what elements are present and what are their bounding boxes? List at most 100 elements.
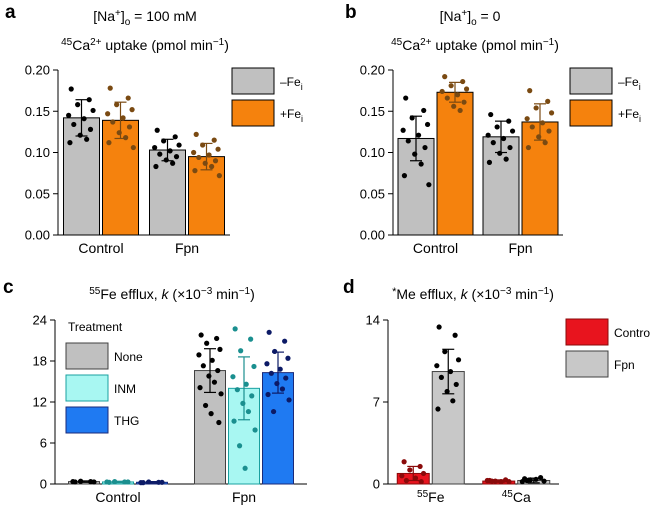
data-point xyxy=(418,479,424,485)
data-point xyxy=(436,324,442,330)
data-point xyxy=(90,107,96,114)
y-tick-label: 0.00 xyxy=(360,228,385,243)
data-point xyxy=(452,332,458,338)
data-point xyxy=(112,479,118,485)
data-point xyxy=(243,381,249,387)
legend-label: +Fei xyxy=(280,107,303,124)
data-point xyxy=(450,398,456,404)
y-tick-label: 0.10 xyxy=(360,145,385,160)
data-point xyxy=(407,467,413,473)
data-point xyxy=(524,116,530,122)
panel-subtitle: 45Ca2+ uptake (pmol min−1) xyxy=(61,37,229,53)
data-point xyxy=(202,402,209,409)
data-point xyxy=(444,95,450,101)
data-point xyxy=(231,418,237,424)
legend-title: Treatment xyxy=(68,320,123,334)
y-tick-label: 12 xyxy=(33,395,47,410)
y-tick-label: 0 xyxy=(373,477,380,492)
data-point xyxy=(418,161,424,167)
data-point xyxy=(86,97,92,103)
data-point xyxy=(529,124,535,130)
data-point xyxy=(157,151,163,157)
data-point xyxy=(249,393,255,399)
data-point xyxy=(196,154,202,161)
legend-label: Control xyxy=(614,326,650,340)
data-point xyxy=(238,348,244,354)
legend-label: Fpn xyxy=(614,358,635,372)
legend: Treatment None INM THG xyxy=(65,320,143,434)
data-point xyxy=(461,99,467,105)
panel-letter: c xyxy=(3,277,14,298)
data-point xyxy=(245,408,252,415)
data-point xyxy=(399,473,405,479)
data-point xyxy=(405,138,411,144)
data-point xyxy=(120,115,126,121)
data-point xyxy=(209,163,215,170)
data-point xyxy=(232,326,238,332)
data-point xyxy=(447,368,454,375)
data-point xyxy=(282,338,288,344)
data-point xyxy=(173,154,180,160)
data-point xyxy=(125,479,131,485)
legend: –Fei +Fei xyxy=(569,67,641,127)
data-point xyxy=(197,385,203,391)
legend: –Fei +Fei xyxy=(231,67,303,127)
legend-swatch xyxy=(565,318,609,346)
data-point xyxy=(453,381,459,388)
data-point xyxy=(208,411,214,417)
legend-label: –Fei xyxy=(618,75,641,92)
data-point xyxy=(234,387,240,393)
data-point xyxy=(497,150,503,156)
data-point xyxy=(242,465,248,471)
x-tick-label: Fpn xyxy=(232,489,256,505)
data-point xyxy=(421,107,427,114)
data-point xyxy=(500,135,507,142)
data-point xyxy=(506,479,512,485)
data-point xyxy=(536,134,542,140)
data-point xyxy=(172,134,178,140)
data-point xyxy=(498,479,504,485)
panel-d: d *Me efflux, k (×10−3 min−1) 0 7 14 55Fe 45Ca… xyxy=(343,277,650,505)
data-point xyxy=(252,427,258,433)
x-tick-label: 45Ca xyxy=(502,489,531,505)
panel-letter: b xyxy=(345,2,357,23)
panel-c: c 55Fe efflux, k (×10−3 min−1) 0 6 12 18 24 Con… xyxy=(3,277,307,505)
panel-title: 55Fe efflux, k (×10−3 min−1) xyxy=(89,286,255,302)
data-point xyxy=(524,477,530,484)
data-point xyxy=(268,370,274,376)
legend-label: –Fei xyxy=(280,75,303,92)
y-tick-label: 14 xyxy=(366,313,380,328)
data-point xyxy=(77,132,83,138)
data-point xyxy=(216,173,222,179)
data-point xyxy=(84,136,90,142)
data-point xyxy=(81,116,87,122)
y-tick-label: 0.20 xyxy=(25,63,50,78)
data-point xyxy=(435,406,441,412)
legend-swatch xyxy=(231,99,275,127)
legend-swatch xyxy=(231,67,275,95)
bar xyxy=(436,91,474,236)
data-point xyxy=(286,397,292,403)
data-point xyxy=(214,335,220,342)
data-point xyxy=(448,83,454,89)
panel-letter: d xyxy=(343,277,355,298)
data-point xyxy=(546,128,552,134)
data-point xyxy=(463,86,470,92)
data-point xyxy=(442,349,448,355)
data-point xyxy=(409,115,415,121)
data-point xyxy=(401,459,407,465)
data-point xyxy=(426,182,432,188)
data-point xyxy=(167,148,173,154)
data-point xyxy=(110,119,116,125)
y-tick-label: 0.05 xyxy=(360,186,385,201)
data-point xyxy=(488,111,494,118)
data-point xyxy=(161,138,167,144)
data-point xyxy=(401,173,408,179)
y-tick-label: 0.10 xyxy=(25,145,50,160)
data-point xyxy=(417,463,423,470)
data-point xyxy=(138,480,144,486)
data-point xyxy=(202,160,208,166)
data-point xyxy=(486,159,493,165)
data-point xyxy=(539,120,546,126)
